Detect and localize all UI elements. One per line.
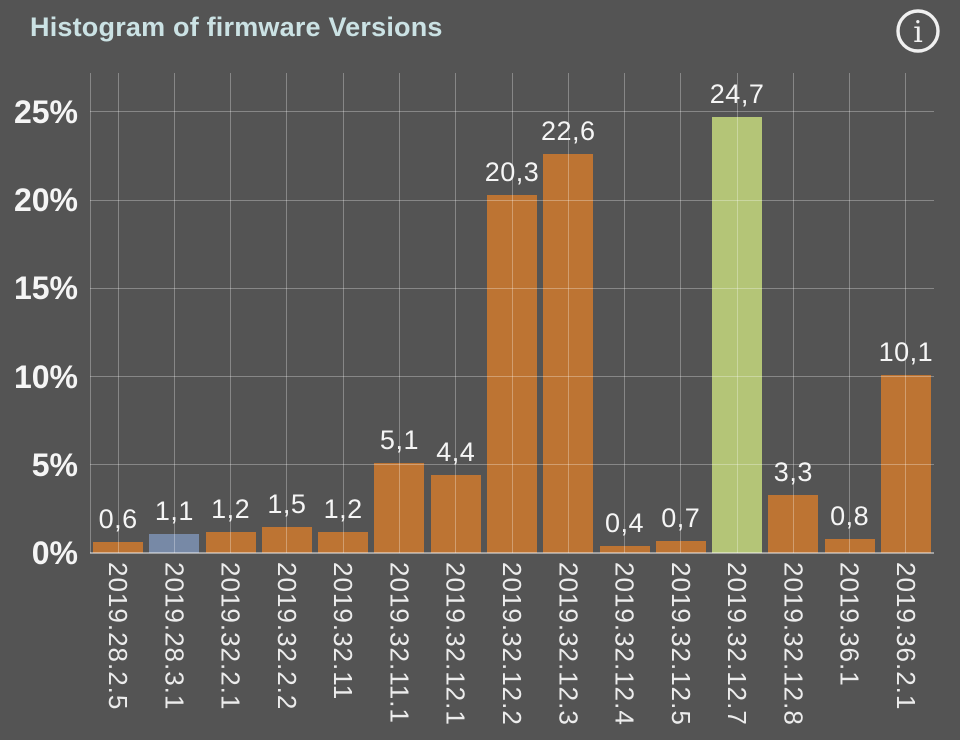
x-tick-label: 2019.36.2.1 xyxy=(890,562,921,711)
info-button[interactable]: i xyxy=(894,7,942,55)
x-tick-label: 2019.32.12.4 xyxy=(609,562,640,726)
bar-value-label: 4,4 xyxy=(436,437,476,468)
bar xyxy=(93,542,144,553)
x-tick-label: 2019.28.3.1 xyxy=(159,562,190,711)
x-tick-label: 2019.32.12.5 xyxy=(665,562,696,726)
x-tick-label: 2019.32.11 xyxy=(328,562,359,701)
x-axis-line xyxy=(90,552,934,554)
bar xyxy=(655,540,706,553)
v-gridline xyxy=(624,73,626,553)
bar xyxy=(712,117,763,553)
info-icon-glyph: i xyxy=(913,15,923,50)
x-tick-label: 2019.36.1 xyxy=(834,562,865,687)
info-icon: i xyxy=(896,9,940,53)
bar-value-label: 1,1 xyxy=(154,495,194,526)
y-tick-label: 0% xyxy=(31,535,78,571)
h-gridline xyxy=(90,199,934,201)
bar-value-label: 0,8 xyxy=(830,500,870,531)
y-tick-label: 20% xyxy=(13,182,78,219)
bar-value-label: 0,6 xyxy=(98,504,138,535)
x-tick-label: 2019.28.2.5 xyxy=(103,562,134,711)
v-gridline xyxy=(455,73,457,553)
bar xyxy=(543,154,594,553)
bar xyxy=(768,494,819,553)
bar-value-label: 1,2 xyxy=(323,493,363,524)
y-tick-label: 25% xyxy=(13,93,78,130)
x-tick-label: 2019.32.12.8 xyxy=(778,562,809,726)
bar xyxy=(880,374,931,553)
v-gridline xyxy=(567,73,569,553)
v-gridline xyxy=(905,73,907,553)
v-gridline xyxy=(398,73,400,553)
h-gridline xyxy=(90,376,934,378)
y-tick-label: 15% xyxy=(13,270,78,307)
v-gridline xyxy=(736,73,738,553)
bar-value-label: 0,4 xyxy=(605,507,645,538)
v-gridline xyxy=(230,73,232,553)
y-axis-line xyxy=(90,73,91,553)
x-tick-label: 2019.32.12.7 xyxy=(722,562,753,726)
x-tick-label: 2019.32.12.1 xyxy=(440,562,471,726)
y-tick-label: 10% xyxy=(13,358,78,395)
bar-value-label: 22,6 xyxy=(540,116,596,147)
bar xyxy=(599,545,650,553)
v-gridline xyxy=(849,73,851,553)
v-gridline xyxy=(286,73,288,553)
bar xyxy=(487,194,537,553)
bar-value-label: 3,3 xyxy=(773,456,813,487)
bar-value-label: 1,5 xyxy=(267,488,307,519)
x-tick-label: 2019.32.12.3 xyxy=(553,562,584,726)
bar xyxy=(430,475,481,553)
bar xyxy=(205,531,256,553)
h-gridline xyxy=(90,287,934,289)
v-gridline xyxy=(792,73,794,553)
x-tick-label: 2019.32.2.2 xyxy=(271,562,302,711)
x-tick-label: 2019.32.2.1 xyxy=(215,562,246,711)
v-gridline xyxy=(680,73,682,553)
h-gridline xyxy=(90,464,934,466)
bar-value-label: 20,3 xyxy=(484,156,540,187)
bar xyxy=(824,538,875,553)
x-tick-label: 2019.32.11.1 xyxy=(384,562,415,724)
bar-value-label: 10,1 xyxy=(878,336,934,367)
bar xyxy=(261,526,312,553)
v-gridline xyxy=(117,73,119,553)
bar xyxy=(374,463,425,553)
v-gridline xyxy=(173,73,175,553)
bar-value-label: 0,7 xyxy=(661,502,701,533)
h-gridline xyxy=(90,111,934,113)
x-tick-label: 2019.32.12.2 xyxy=(497,562,527,726)
bar-value-label: 24,7 xyxy=(709,79,765,110)
bar xyxy=(149,533,200,553)
page-title: Histogram of firmware Versions xyxy=(30,12,443,42)
bar xyxy=(318,531,369,553)
v-gridline xyxy=(511,73,513,553)
plot-area: 0,6 1,1 1,2 1,5 1,2 5,1 4,4 20,3 22,6 0,4 0,7 24,7 3… xyxy=(90,73,934,554)
bar-value-label: 1,2 xyxy=(211,493,251,524)
y-tick-label: 5% xyxy=(31,446,78,483)
v-gridline xyxy=(342,73,344,553)
bar-value-label: 5,1 xyxy=(379,425,419,455)
